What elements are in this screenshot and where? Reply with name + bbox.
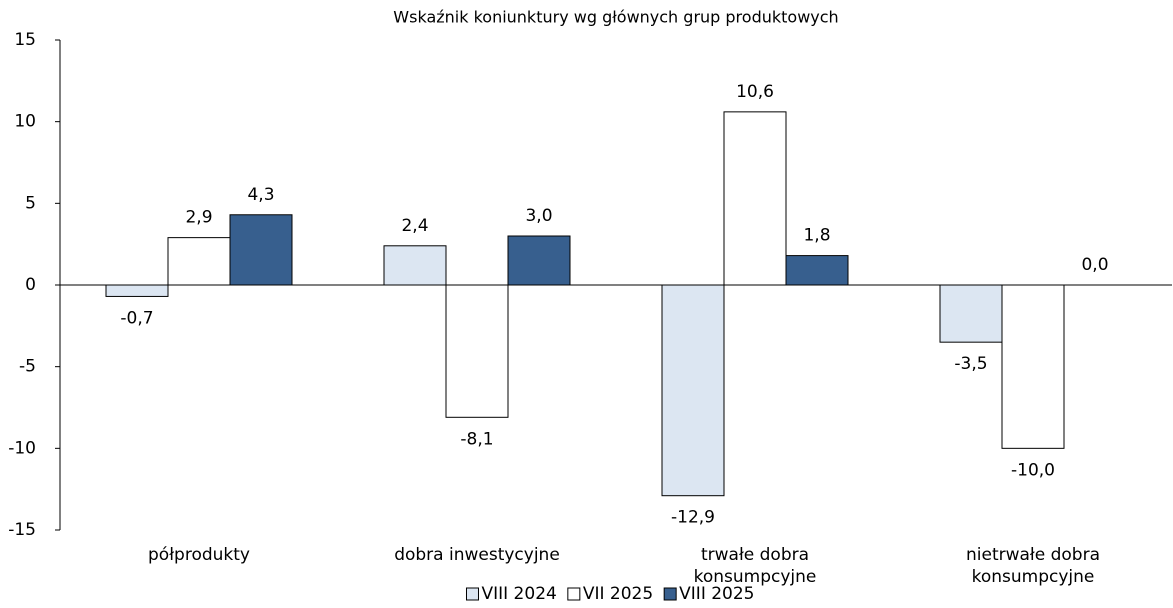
data-label: -0,7 [120,308,153,328]
y-tick-label: -5 [19,357,36,377]
data-label: -8,1 [460,429,493,449]
y-tick-label: -15 [8,520,36,540]
legend-label: VIII 2025 [679,584,754,604]
data-label: 2,4 [401,216,428,236]
legend-label: VII 2025 [583,584,653,604]
bar [661,284,725,497]
bar [507,235,571,286]
y-tick-label: -10 [8,438,36,458]
data-label: 10,6 [736,82,774,102]
chart-title: Wskaźnik koniunktury wg głównych grup pr… [393,8,838,27]
data-label: -3,5 [954,354,987,374]
legend-swatch [663,587,677,601]
bar [1001,284,1065,449]
y-tick-label: 10 [14,112,36,132]
data-label: 2,9 [185,208,212,228]
y-tick-label: 5 [25,193,36,213]
bar [785,255,849,286]
legend-swatch [567,587,581,601]
data-label: 3,0 [525,206,552,226]
bar [105,284,169,297]
bar [723,111,787,286]
x-tick-label: trwałe dobra konsumpcyjne [693,545,817,587]
data-label: -12,9 [671,508,715,528]
bar [229,214,293,286]
y-tick-label: 0 [25,275,36,295]
bar [167,237,231,286]
data-label: 1,8 [803,226,830,246]
bar [939,284,1003,343]
bar [383,245,447,286]
data-label: 4,3 [247,185,274,205]
y-tick-label: 15 [14,30,36,50]
data-label: -10,0 [1011,460,1055,480]
data-label: 0,0 [1081,255,1108,275]
x-tick-label: dobra inwestycyjne [394,545,560,565]
legend-label: VIII 2024 [481,584,556,604]
x-tick-label: nietrwałe dobra konsumpcyjne [965,545,1101,587]
bar [445,284,509,418]
x-tick-label: półprodukty [148,545,250,565]
legend-swatch [465,587,479,601]
